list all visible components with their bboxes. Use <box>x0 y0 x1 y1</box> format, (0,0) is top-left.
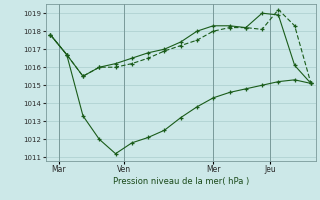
X-axis label: Pression niveau de la mer( hPa ): Pression niveau de la mer( hPa ) <box>113 177 249 186</box>
